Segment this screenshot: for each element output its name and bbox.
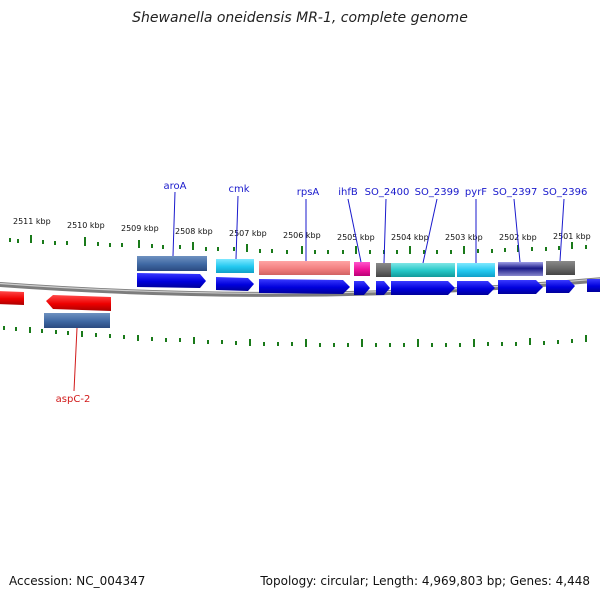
gene-arrow[interactable] bbox=[498, 280, 543, 294]
gene-arrow[interactable] bbox=[137, 273, 206, 288]
reverse-gene-track bbox=[0, 291, 111, 328]
forward-gene-track bbox=[137, 273, 600, 295]
scale-label: 2511 kbp bbox=[13, 217, 51, 226]
gene-arrow[interactable] bbox=[376, 281, 390, 295]
scale-label: 2504 kbp bbox=[391, 233, 429, 242]
gene-arrow[interactable] bbox=[216, 277, 254, 291]
gene-label-so-2400[interactable]: SO_2400 bbox=[365, 187, 410, 198]
feature-box[interactable] bbox=[354, 262, 370, 276]
upper-tick-ring bbox=[9, 235, 587, 254]
scale-label: 2503 kbp bbox=[445, 233, 483, 242]
scale-label: 2506 kbp bbox=[283, 231, 321, 240]
gene-label-aroa[interactable]: aroA bbox=[164, 181, 187, 192]
genome-title: Shewanella oneidensis MR-1, complete gen… bbox=[132, 10, 468, 26]
feature-box[interactable] bbox=[376, 263, 391, 277]
gene-arrow[interactable] bbox=[546, 280, 575, 293]
gene-arrow[interactable] bbox=[391, 281, 455, 295]
lower-tick-ring bbox=[3, 326, 587, 347]
scale-label: 2501 kbp bbox=[553, 232, 591, 241]
gene-label-so-2399[interactable]: SO_2399 bbox=[415, 187, 460, 198]
gene-label-aspc-2[interactable]: aspC-2 bbox=[56, 394, 91, 405]
gene-label-ihfb[interactable]: ihfB bbox=[338, 187, 358, 198]
scale-label: 2510 kbp bbox=[67, 221, 105, 230]
feature-box[interactable] bbox=[457, 263, 495, 277]
scale-label: 2509 kbp bbox=[121, 224, 159, 233]
feature-box[interactable] bbox=[546, 261, 575, 275]
gene-label-so-2397[interactable]: SO_2397 bbox=[493, 187, 538, 198]
gene-labels: aroA cmk rpsA ihfB SO_2400 SO_2399 pyrF … bbox=[56, 181, 588, 405]
gene-arrow[interactable] bbox=[259, 279, 350, 294]
accession-label: Accession: NC_004347 bbox=[9, 574, 146, 588]
gene-arrow-reverse[interactable] bbox=[46, 295, 111, 311]
feature-box[interactable] bbox=[137, 256, 207, 271]
gene-label-pyrf[interactable]: pyrF bbox=[465, 187, 487, 198]
gene-arrow[interactable] bbox=[457, 281, 495, 295]
scale-labels: 2511 kbp 2510 kbp 2509 kbp 2508 kbp 2507… bbox=[13, 217, 591, 242]
feature-box[interactable] bbox=[498, 262, 543, 276]
gene-label-rpsa[interactable]: rpsA bbox=[297, 187, 320, 198]
gene-arrow[interactable] bbox=[354, 281, 370, 295]
genome-summary-label: Topology: circular; Length: 4,969,803 bp… bbox=[260, 574, 590, 588]
feature-box[interactable] bbox=[44, 313, 110, 328]
gene-arrow-reverse[interactable] bbox=[0, 291, 24, 305]
feature-box[interactable] bbox=[259, 261, 350, 275]
scale-label: 2508 kbp bbox=[175, 227, 213, 236]
gene-label-cmk[interactable]: cmk bbox=[228, 184, 249, 195]
feature-box[interactable] bbox=[391, 263, 455, 277]
cog-feature-track bbox=[137, 256, 575, 277]
gene-arrow[interactable] bbox=[587, 279, 600, 292]
scale-label: 2507 kbp bbox=[229, 229, 267, 238]
gene-label-so-2396[interactable]: SO_2396 bbox=[543, 187, 588, 198]
feature-box[interactable] bbox=[216, 259, 254, 273]
